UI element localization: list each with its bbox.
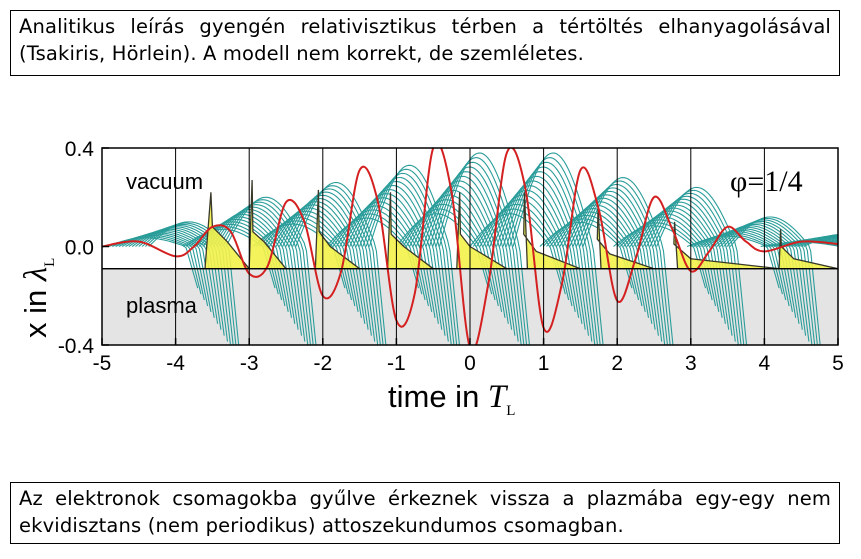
trajectory-line	[505, 161, 599, 345]
x-axis-title-symbol: T	[488, 379, 509, 415]
x-axis-title-main: time in	[388, 379, 488, 414]
trajectory-line	[486, 189, 580, 318]
x-tick-label: 2	[611, 352, 623, 375]
trajectory-line	[542, 218, 636, 295]
trajectory-line	[796, 234, 838, 248]
trajectory-line	[579, 180, 671, 345]
trajectory-line	[359, 176, 452, 345]
trajectory-line	[632, 207, 726, 324]
x-tick-label: 4	[759, 352, 771, 375]
phase-label: φ=1/4	[730, 165, 803, 198]
trajectory-line	[222, 199, 314, 345]
x-tick-label: -1	[387, 352, 406, 375]
trajectory-line	[128, 228, 222, 330]
trajectory-line	[495, 175, 590, 336]
y-tick-label: 0.4	[65, 138, 95, 161]
trajectory-line	[218, 201, 312, 345]
trajectory-line	[349, 189, 443, 330]
trajectory-line	[572, 187, 666, 345]
vacuum-label: vacuum	[126, 169, 203, 194]
trajectory-line	[559, 201, 653, 324]
x-axis-title-sub: L	[506, 403, 515, 419]
trajectory-line	[512, 152, 604, 345]
trajectory-line	[339, 201, 433, 312]
trajectory-line	[125, 229, 219, 324]
trajectory-line	[575, 183, 669, 345]
trajectory-line	[365, 168, 458, 345]
trajectory-line	[482, 194, 576, 312]
trajectory-line	[476, 203, 570, 301]
trajectory-line	[121, 231, 215, 318]
laser-field-curve	[102, 148, 838, 345]
trajectory-line	[342, 197, 436, 318]
trajectory-line	[368, 164, 461, 345]
trajectory-line	[352, 185, 446, 336]
trajectory-line	[215, 204, 309, 345]
plasma-label: plasma	[126, 293, 198, 318]
y-axis-title-sub: L	[42, 258, 58, 267]
x-tick-label: 0	[464, 352, 476, 375]
trajectory-line	[656, 186, 748, 345]
x-tick-label: -3	[240, 352, 259, 375]
trajectory-line	[569, 190, 663, 342]
summary-note-text: Az elektronok csomagokba gyűlve érkeznek…	[19, 487, 831, 537]
trajectory-line	[329, 213, 423, 295]
trajectory-line	[345, 193, 439, 324]
trajectory-line	[355, 180, 449, 342]
x-axis-title: time in TL	[388, 379, 515, 419]
y-axis-title: x in λL	[18, 258, 58, 338]
trajectory-figure: -5 -4 -3 -2 -1 0 1 2 3 4 5 0.4 0.0 -0.4 vacuum plasma…	[18, 138, 844, 419]
x-tick-label: -4	[166, 352, 185, 375]
trajectory-line	[225, 196, 317, 345]
trajectory-line	[565, 194, 659, 336]
axis-ticks: -5 -4 -3 -2 -1 0 1 2 3 4 5 0.4 0.0 -0.4	[58, 138, 844, 375]
trajectory-line	[212, 206, 306, 342]
vertical-gridlines	[175, 148, 765, 345]
y-tick-label: -0.4	[58, 335, 95, 358]
y-axis-title-main: x in	[18, 281, 53, 338]
x-tick-label: 5	[832, 352, 844, 375]
intro-note: Analitikus leírás gyengén relativisztiku…	[10, 10, 840, 76]
trajectory-line	[803, 233, 838, 247]
y-axis-title-symbol: λ	[18, 267, 54, 282]
x-tick-label: -5	[93, 352, 112, 375]
x-tick-label: 1	[538, 352, 550, 375]
y-tick-label: 0.0	[65, 237, 94, 260]
x-tick-label: 3	[685, 352, 697, 375]
trajectory-line	[646, 195, 739, 345]
trajectory-line	[502, 166, 596, 345]
trajectory-line	[499, 171, 593, 342]
trajectory-line	[800, 234, 838, 247]
x-tick-label: -2	[313, 352, 332, 375]
summary-note: Az elektronok csomagokba gyűlve érkeznek…	[10, 482, 840, 544]
trajectory-line	[489, 185, 583, 324]
intro-note-text: Analitikus leírás gyengén relativisztiku…	[19, 15, 831, 65]
